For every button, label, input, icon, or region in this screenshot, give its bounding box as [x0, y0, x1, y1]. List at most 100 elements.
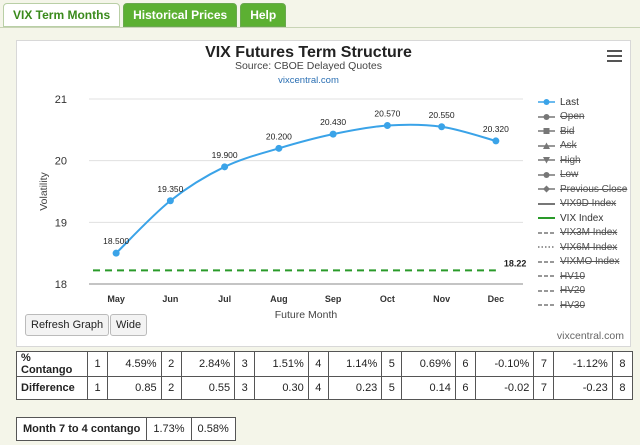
contango-index: 4 [307, 351, 329, 377]
tab-bar: VIX Term Months Historical Prices Help [3, 3, 287, 27]
tab-help[interactable]: Help [240, 3, 287, 27]
x-tick-label: Oct [380, 294, 395, 304]
last-series-data-label: 20.430 [320, 117, 346, 127]
contango-value: -1.12% [553, 351, 613, 377]
tab-vix-term-months[interactable]: VIX Term Months [3, 3, 121, 27]
legend-symbol-icon [538, 246, 555, 248]
legend-label: Ask [560, 140, 577, 152]
difference-index: 3 [234, 376, 256, 400]
legend-symbol-icon [538, 232, 555, 234]
legend-item[interactable]: Low [538, 168, 627, 183]
x-tick-label: Aug [270, 294, 288, 304]
last-series-point [492, 137, 500, 145]
last-series-point [112, 249, 120, 257]
legend-symbol-icon [538, 157, 555, 164]
legend-label: High [560, 154, 581, 166]
contango-index: 7 [533, 351, 555, 377]
difference-value: 0.55 [180, 376, 236, 400]
last-series-data-label: 20.200 [266, 131, 292, 141]
legend-item[interactable]: Open [538, 110, 627, 125]
month-7-to-4-row: Month 7 to 4 contango 1.73% 0.58% [15, 417, 236, 441]
contango-value: -0.10% [474, 351, 535, 377]
x-tick-label: Nov [433, 294, 450, 304]
contango-value: 1.14% [327, 351, 383, 377]
legend-label: VIX Index [560, 212, 604, 224]
x-tick-label: Dec [488, 294, 505, 304]
difference-index: 8 [611, 376, 634, 400]
hamburger-menu-icon[interactable] [607, 47, 622, 65]
legend-symbol-icon [538, 185, 555, 193]
contango-value: 4.59% [107, 351, 162, 377]
contango-index: 6 [454, 351, 477, 377]
x-tick-label: Jun [162, 294, 178, 304]
difference-value: 0.85 [107, 376, 162, 400]
chart-legend: Last Open Bid Ask High Low Previous Close VIX9D… [538, 95, 627, 313]
legend-item[interactable]: HV20 [538, 284, 627, 299]
month-7-to-4-value: 0.58% [190, 417, 236, 441]
contango-value: 0.69% [401, 351, 456, 377]
difference-index: 1 [86, 376, 109, 400]
legend-item[interactable]: VIX6M Index [538, 240, 627, 255]
y-tick-label: 20 [55, 156, 67, 168]
contango-index: 5 [381, 351, 403, 377]
last-series-data-label: 18.500 [103, 236, 129, 246]
contango-index: 1 [86, 351, 109, 377]
difference-row: Difference 1 0.85 2 0.55 3 0.30 4 0.23 5… [16, 376, 634, 400]
legend-label: VIXMO Index [560, 256, 620, 268]
legend-label: VIX3M Index [560, 227, 618, 239]
legend-label: HV10 [560, 270, 586, 282]
difference-value: 0.30 [254, 376, 309, 400]
last-series-point [275, 144, 283, 152]
x-axis-title: Future Month [275, 309, 338, 321]
legend-item[interactable]: HV30 [538, 298, 627, 313]
legend-item[interactable]: VIX Index [538, 211, 627, 226]
legend-label: Last [560, 96, 579, 108]
tab-historical-prices[interactable]: Historical Prices [123, 3, 238, 27]
legend-item[interactable]: VIXMO Index [538, 255, 627, 270]
last-series-point [221, 163, 229, 171]
contango-index: 3 [234, 351, 256, 377]
legend-symbol-icon [538, 261, 555, 263]
y-tick-label: 18 [55, 279, 67, 291]
contango-value: 2.84% [180, 351, 236, 377]
difference-index: 6 [454, 376, 477, 400]
contango-index: 2 [160, 351, 182, 377]
legend-item[interactable]: VIX9D Index [538, 197, 627, 212]
legend-label: VIX9D Index [560, 198, 617, 210]
chart-container: VIX Futures Term Structure Source: CBOE … [16, 40, 631, 347]
chart-title: VIX Futures Term Structure [205, 44, 412, 61]
refresh-graph-button[interactable]: Refresh Graph [25, 314, 110, 336]
legend-item[interactable]: Last [538, 95, 627, 110]
chart-source-link[interactable]: vixcentral.com [278, 75, 339, 86]
month-7-to-4-table: Month 7 to 4 contango 1.73% 0.58% [15, 417, 236, 441]
legend-item[interactable]: High [538, 153, 627, 168]
last-series-data-label: 20.320 [483, 124, 509, 134]
y-tick-label: 19 [55, 217, 67, 229]
last-series-data-label: 19.900 [212, 150, 238, 160]
legend-symbol-icon [538, 290, 555, 292]
contango-value: 1.51% [254, 351, 309, 377]
legend-label: HV20 [560, 285, 586, 297]
difference-label: Difference [16, 376, 88, 400]
legend-symbol-icon [538, 202, 555, 205]
legend-item[interactable]: Ask [538, 139, 627, 154]
legend-item[interactable]: Bid [538, 124, 627, 139]
last-series-data-label: 20.550 [429, 110, 455, 120]
last-series-point [166, 197, 174, 205]
legend-item[interactable]: Previous Close [538, 182, 627, 197]
difference-index: 4 [307, 376, 329, 400]
difference-value: 0.23 [327, 376, 383, 400]
x-tick-label: May [107, 294, 125, 304]
wide-button[interactable]: Wide [110, 314, 148, 336]
contango-index: 8 [611, 351, 634, 377]
legend-symbol-icon [538, 171, 555, 178]
legend-label: Open [560, 111, 585, 123]
y-axis-title: Volatility [38, 171, 50, 210]
legend-symbol-icon [538, 128, 555, 135]
difference-value: 0.14 [401, 376, 456, 400]
legend-symbol-icon [538, 275, 555, 277]
legend-symbol-icon [538, 99, 555, 106]
legend-item[interactable]: VIX3M Index [538, 226, 627, 241]
legend-item[interactable]: HV10 [538, 269, 627, 284]
contango-row: % Contango 1 4.59% 2 2.84% 3 1.51% 4 1.1… [16, 351, 634, 377]
